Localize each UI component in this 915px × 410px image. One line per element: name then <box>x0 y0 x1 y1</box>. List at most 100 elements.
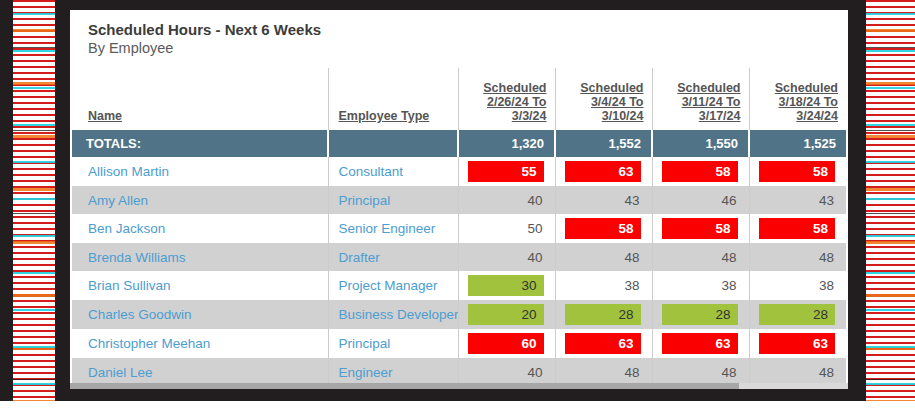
employee-type-link[interactable]: Consultant <box>339 164 404 179</box>
over-scheduled-badge: 55 <box>468 161 544 182</box>
glitch-noise-left <box>13 0 55 401</box>
over-scheduled-badge: 63 <box>662 333 738 354</box>
scheduled-hours-cell: 58 <box>749 157 846 186</box>
employee-name-link[interactable]: Brenda Williams <box>88 250 186 265</box>
employee-type-cell: Engineer <box>328 358 458 386</box>
scheduled-hours-cell: 58 <box>652 157 749 186</box>
report-subtitle: By Employee <box>88 39 830 58</box>
employee-name-link[interactable]: Christopher Meehan <box>88 336 210 351</box>
employee-name-link[interactable]: Ben Jackson <box>88 221 165 236</box>
scheduled-hours-cell: 48 <box>652 358 749 386</box>
column-header-week-1[interactable]: Scheduled 2/26/24 To 3/3/24 <box>483 81 546 123</box>
over-scheduled-badge: 63 <box>759 333 836 354</box>
employee-name-link[interactable]: Amy Allen <box>88 193 148 208</box>
column-header-cell: Scheduled 2/26/24 To 3/3/24 <box>458 68 555 130</box>
employee-name-cell: Allison Martin <box>72 157 328 186</box>
scheduled-hours-cell: 63 <box>749 329 846 358</box>
column-header-employee-type[interactable]: Employee Type <box>339 109 430 123</box>
over-scheduled-badge: 60 <box>468 333 544 354</box>
employee-row: Amy AllenPrincipal40434643 <box>72 186 846 214</box>
employee-name-cell: Charles Goodwin <box>72 300 328 329</box>
employee-type-link[interactable]: Principal <box>339 193 391 208</box>
employee-type-link[interactable]: Project Manager <box>339 278 438 293</box>
totals-row: TOTALS: 1,320 1,552 1,550 1,525 <box>72 130 846 157</box>
over-scheduled-badge: 58 <box>759 161 836 182</box>
report-title: Scheduled Hours - Next 6 Weeks <box>88 20 830 39</box>
employee-name-link[interactable]: Brian Sullivan <box>88 278 171 293</box>
horizontal-scrollbar[interactable] <box>70 383 848 389</box>
scheduled-hours-cell: 43 <box>555 186 652 214</box>
employee-name-link[interactable]: Allison Martin <box>88 164 169 179</box>
employee-name-cell: Christopher Meehan <box>72 329 328 358</box>
over-scheduled-badge: 58 <box>759 218 836 239</box>
employee-type-link[interactable]: Principal <box>339 336 391 351</box>
employee-type-cell: Project Manager <box>328 271 458 300</box>
scrollbar-thumb[interactable] <box>70 383 739 389</box>
scheduled-hours-cell: 58 <box>555 214 652 243</box>
column-header-cell: Employee Type <box>328 68 458 130</box>
employee-row: Daniel LeeEngineer40484848 <box>72 358 846 386</box>
scheduled-hours-cell: 20 <box>458 300 555 329</box>
scheduled-hours-cell: 60 <box>458 329 555 358</box>
employee-type-link[interactable]: Senior Engineer <box>339 221 436 236</box>
employee-name-link[interactable]: Charles Goodwin <box>88 307 192 322</box>
employee-type-link[interactable]: Drafter <box>339 250 380 265</box>
scheduled-hours-cell: 38 <box>652 271 749 300</box>
table-body: TOTALS: 1,320 1,552 1,550 1,525 Allison … <box>72 130 846 386</box>
scheduled-hours-cell: 48 <box>555 358 652 386</box>
scheduled-hours-cell: 46 <box>652 186 749 214</box>
scheduled-hours-cell: 40 <box>458 358 555 386</box>
employee-row: Allison Martin Consultant 55 63 58 58 <box>72 157 846 186</box>
under-scheduled-badge: 20 <box>468 304 544 325</box>
under-scheduled-badge: 28 <box>662 304 738 325</box>
column-header-cell: Scheduled 3/4/24 To 3/10/24 <box>555 68 652 130</box>
column-header-cell: Scheduled 3/11/24 To 3/17/24 <box>652 68 749 130</box>
app-window: Scheduled Hours - Next 6 Weeks By Employ… <box>0 0 915 401</box>
scheduled-hours-cell: 38 <box>749 271 846 300</box>
over-scheduled-badge: 63 <box>565 333 641 354</box>
employee-name-link[interactable]: Daniel Lee <box>88 365 153 380</box>
employee-type-cell: Consultant <box>328 157 458 186</box>
scheduled-hours-cell: 30 <box>458 271 555 300</box>
glitch-noise-right <box>866 0 915 401</box>
employee-row: Christopher Meehan Principal 60 63 63 63 <box>72 329 846 358</box>
column-header-name[interactable]: Name <box>88 109 122 123</box>
scheduled-hours-cell: 48 <box>555 243 652 271</box>
totals-week-4: 1,525 <box>749 130 846 157</box>
over-scheduled-badge: 63 <box>565 161 641 182</box>
under-scheduled-badge: 30 <box>468 275 544 296</box>
employee-name-cell: Brian Sullivan <box>72 271 328 300</box>
employee-row: Charles GoodwinBusiness Developer2028282… <box>72 300 846 329</box>
employee-row: Ben JacksonSenior Engineer50585858 <box>72 214 846 243</box>
employee-type-cell: Principal <box>328 329 458 358</box>
column-header-week-2[interactable]: Scheduled 3/4/24 To 3/10/24 <box>580 81 643 123</box>
over-scheduled-badge: 58 <box>662 161 738 182</box>
scheduled-hours-cell: 63 <box>652 329 749 358</box>
column-header-week-3[interactable]: Scheduled 3/11/24 To 3/17/24 <box>677 81 740 123</box>
scheduled-hours-cell: 28 <box>652 300 749 329</box>
column-header-week-4[interactable]: Scheduled 3/18/24 To 3/24/24 <box>775 81 838 123</box>
employee-type-link[interactable]: Business Developer <box>339 307 459 322</box>
header-row: Name Employee Type Scheduled 2/26/24 To … <box>72 68 846 130</box>
totals-week-1: 1,320 <box>458 130 555 157</box>
totals-label: TOTALS: <box>72 130 328 157</box>
employee-type-link[interactable]: Engineer <box>339 365 393 380</box>
totals-spacer <box>328 130 458 157</box>
scheduled-hours-cell: 43 <box>749 186 846 214</box>
employee-name-cell: Ben Jackson <box>72 214 328 243</box>
report-card: Scheduled Hours - Next 6 Weeks By Employ… <box>70 10 848 389</box>
totals-week-3: 1,550 <box>652 130 749 157</box>
scheduled-hours-cell: 63 <box>555 157 652 186</box>
employee-row: Brian SullivanProject Manager30383838 <box>72 271 846 300</box>
employee-type-cell: Drafter <box>328 243 458 271</box>
scheduled-hours-cell: 50 <box>458 214 555 243</box>
employee-type-cell: Senior Engineer <box>328 214 458 243</box>
scheduled-hours-table: Name Employee Type Scheduled 2/26/24 To … <box>72 68 846 386</box>
employee-row: Brenda WilliamsDrafter40484848 <box>72 243 846 271</box>
employee-name-cell: Daniel Lee <box>72 358 328 386</box>
scheduled-hours-cell: 58 <box>749 214 846 243</box>
column-header-cell: Scheduled 3/18/24 To 3/24/24 <box>749 68 846 130</box>
scheduled-hours-cell: 40 <box>458 243 555 271</box>
report-header: Scheduled Hours - Next 6 Weeks By Employ… <box>70 10 848 68</box>
scheduled-hours-cell: 55 <box>458 157 555 186</box>
